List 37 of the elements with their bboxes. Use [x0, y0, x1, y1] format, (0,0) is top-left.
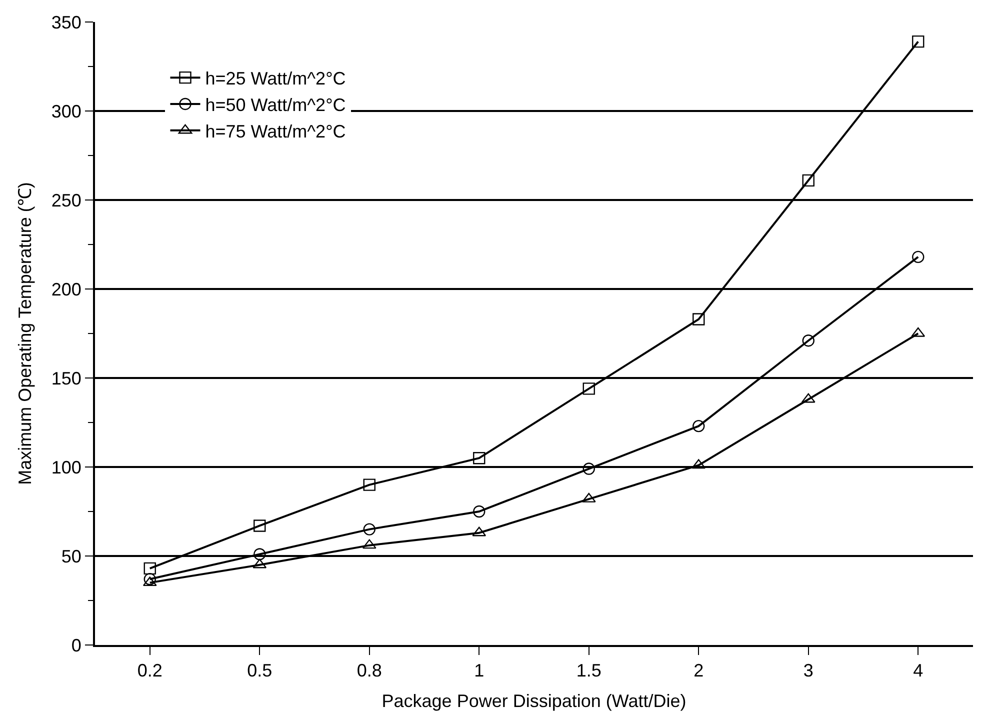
point [254, 548, 266, 560]
x-tick-label: 0.2 [137, 660, 162, 681]
y-tick-label: 250 [51, 190, 82, 210]
legend-label: h=25 Watt/m^2°C [205, 68, 346, 89]
y-tick-label: 50 [61, 546, 82, 566]
y-tick-label: 200 [51, 279, 82, 300]
x-tick-label: 0.5 [247, 660, 272, 681]
x-tick-label: 1 [474, 660, 484, 681]
point [363, 478, 376, 491]
x-axis-title: Package Power Dissipation (Watt/Die) [382, 691, 686, 712]
point [473, 505, 486, 518]
legend-label: h=50 Watt/m^2°C [205, 95, 346, 115]
point [692, 313, 705, 326]
point [692, 420, 705, 432]
point [363, 523, 376, 536]
x-tick-label: 4 [913, 660, 924, 681]
y-tick-label: 150 [51, 368, 82, 388]
y-tick-label: 350 [51, 12, 82, 32]
point [582, 382, 595, 395]
point [473, 452, 486, 464]
y-tick-label: 300 [51, 101, 82, 122]
point [144, 562, 156, 575]
point [912, 35, 924, 48]
point [802, 174, 814, 187]
point [254, 520, 266, 532]
legend-label: h=75 Watt/m^2°C [205, 121, 346, 142]
y-tick-label: 100 [51, 457, 82, 478]
point [802, 334, 814, 347]
x-tick-label: 0.8 [356, 660, 382, 681]
x-tick-label: 2 [694, 660, 704, 681]
y-tick-label: 0 [71, 635, 82, 656]
point [912, 250, 924, 264]
point [144, 573, 156, 586]
x-tick-label: 3 [803, 660, 814, 681]
x-tick-label: 1.5 [576, 660, 602, 681]
point [582, 462, 595, 475]
y-axis-title: Maximum Operating Temperature (℃) [15, 182, 36, 485]
